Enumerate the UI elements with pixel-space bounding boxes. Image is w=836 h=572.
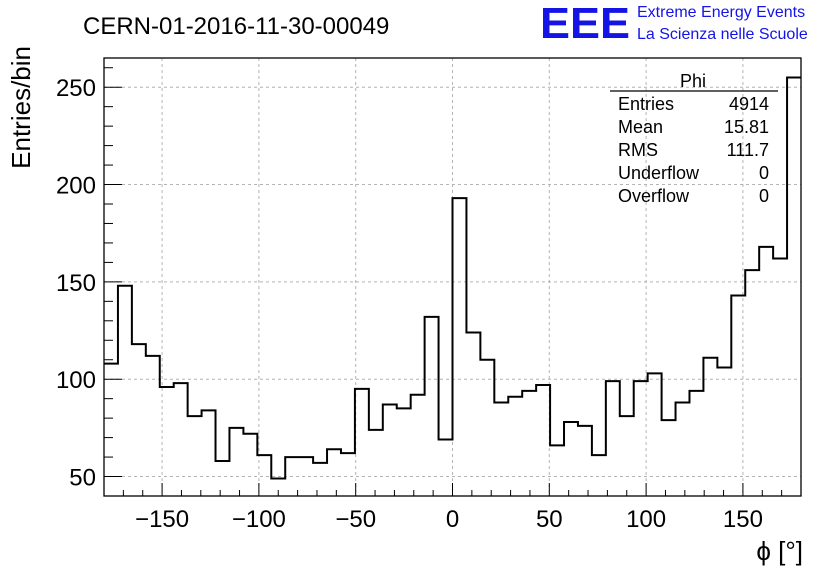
histogram-bin xyxy=(369,430,383,496)
histogram-bin xyxy=(578,426,592,496)
x-tick-label: 0 xyxy=(446,506,459,533)
histogram-bin xyxy=(118,286,132,496)
histogram-bin xyxy=(425,317,439,496)
histogram-outline xyxy=(104,76,801,480)
histogram-bin xyxy=(703,358,717,496)
x-tick-label: −50 xyxy=(335,506,376,533)
histogram-bin xyxy=(676,403,690,496)
stats-value-entries: 4914 xyxy=(729,94,769,114)
histogram-bin xyxy=(355,389,369,496)
histogram-bin xyxy=(689,391,703,496)
histogram-bin xyxy=(787,77,801,496)
histogram-bin xyxy=(327,449,341,496)
stats-value-underflow: 0 xyxy=(759,163,769,183)
stats-label-rms: RMS xyxy=(618,140,658,160)
stats-title: Phi xyxy=(680,71,706,91)
histogram-bin xyxy=(397,408,411,496)
histogram-bin xyxy=(480,360,494,496)
histogram-bin xyxy=(634,381,648,496)
y-tick-label: 250 xyxy=(56,75,96,102)
eee-logo-mark: EEE xyxy=(540,0,630,48)
histogram-bin xyxy=(257,455,271,496)
histogram-series xyxy=(104,76,801,496)
histogram-bin xyxy=(606,381,620,496)
histogram-bin xyxy=(411,395,425,496)
axis-ticks: −150 −100 −50 0 50 100 150 50 100 150 200 250 xyxy=(56,67,802,533)
x-tick-label: −100 xyxy=(232,506,286,533)
histogram-bin xyxy=(341,453,355,496)
histogram-bin xyxy=(745,270,759,496)
eee-logo-line1: Extreme Energy Events xyxy=(637,4,805,21)
x-tick-label: 50 xyxy=(536,506,563,533)
histogram-bin xyxy=(216,461,230,496)
y-tick-label: 200 xyxy=(56,173,96,200)
stats-value-overflow: 0 xyxy=(759,186,769,206)
x-axis-label: ϕ [°] xyxy=(756,536,803,566)
stats-label-overflow: Overflow xyxy=(618,186,690,206)
stats-value-rms: 111.7 xyxy=(727,140,769,160)
histogram-bin xyxy=(494,403,508,496)
histogram-bin xyxy=(773,259,787,496)
histogram-bin xyxy=(648,373,662,496)
chart-title: CERN-01-2016-11-30-00049 xyxy=(83,13,389,40)
histogram-bin xyxy=(466,332,480,496)
histogram-bin xyxy=(174,383,188,496)
y-tick-label: 150 xyxy=(56,270,96,297)
histogram-bin xyxy=(439,440,453,496)
histogram-bin xyxy=(508,397,522,496)
histogram-bin xyxy=(243,434,257,496)
y-axis-label: Entries/bin xyxy=(6,46,36,169)
histogram-bin xyxy=(132,344,146,496)
histogram-bin xyxy=(620,416,634,496)
x-tick-label: 100 xyxy=(626,506,666,533)
histogram-bin xyxy=(453,198,467,496)
stats-label-mean: Mean xyxy=(618,117,663,137)
stats-box: Phi Entries 4914 Mean 15.81 RMS 111.7 Un… xyxy=(610,71,778,206)
histogram-bin xyxy=(146,356,160,496)
histogram-bin xyxy=(759,247,773,496)
stats-label-entries: Entries xyxy=(618,94,674,114)
histogram-bin xyxy=(536,385,550,496)
histogram-bin xyxy=(522,391,536,496)
histogram-bin xyxy=(313,463,327,496)
eee-logo-line2: La Scienza nelle Scuole xyxy=(637,26,808,43)
histogram-bin xyxy=(550,445,564,496)
y-tick-label: 50 xyxy=(69,465,96,492)
stats-value-mean: 15.81 xyxy=(724,117,769,137)
histogram-bin xyxy=(592,455,606,496)
histogram-bin xyxy=(188,416,202,496)
x-tick-label: −150 xyxy=(135,506,189,533)
x-tick-label: 150 xyxy=(723,506,763,533)
histogram-bin xyxy=(229,428,243,496)
stats-label-underflow: Underflow xyxy=(618,163,700,183)
histogram-bin xyxy=(299,457,313,496)
histogram-bin xyxy=(202,410,216,496)
histogram-bin xyxy=(564,422,578,496)
histogram-bin xyxy=(662,420,676,496)
histogram-bin xyxy=(383,405,397,496)
y-tick-label: 100 xyxy=(56,367,96,394)
